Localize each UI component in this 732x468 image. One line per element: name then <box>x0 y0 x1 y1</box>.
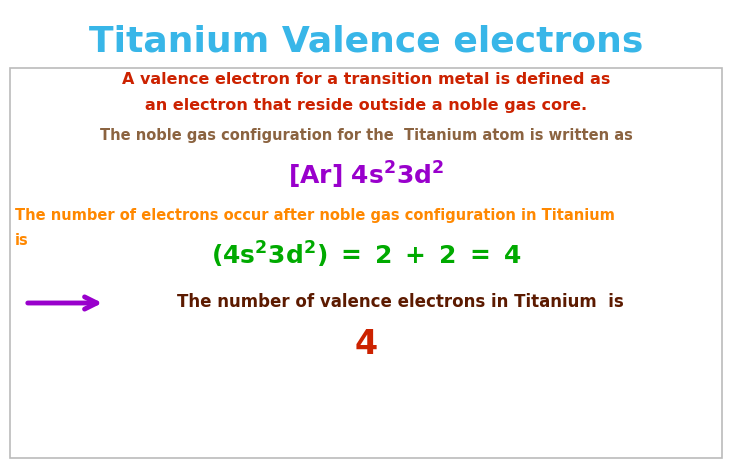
Text: The number of valence electrons in Titanium  is: The number of valence electrons in Titan… <box>176 293 624 311</box>
Text: an electron that reside outside a noble gas core.: an electron that reside outside a noble … <box>145 98 587 113</box>
Text: The noble gas configuration for the  Titanium atom is written as: The noble gas configuration for the Tita… <box>100 128 632 143</box>
Text: $\mathbf{[Ar]\ 4s^{2}3d^{2}}$: $\mathbf{[Ar]\ 4s^{2}3d^{2}}$ <box>288 160 444 191</box>
FancyBboxPatch shape <box>10 68 722 458</box>
Text: Titanium Valence electrons: Titanium Valence electrons <box>89 25 643 59</box>
Text: is: is <box>15 233 29 248</box>
Text: $\mathbf{(4s^{2}3d^{2})\ =\ 2\ +\ 2\ =\ 4}$: $\mathbf{(4s^{2}3d^{2})\ =\ 2\ +\ 2\ =\ … <box>211 240 521 270</box>
Text: A valence electron for a transition metal is defined as: A valence electron for a transition meta… <box>122 72 610 87</box>
Text: 4: 4 <box>354 328 378 361</box>
Text: The number of electrons occur after noble gas configuration in Titanium: The number of electrons occur after nobl… <box>15 208 615 223</box>
